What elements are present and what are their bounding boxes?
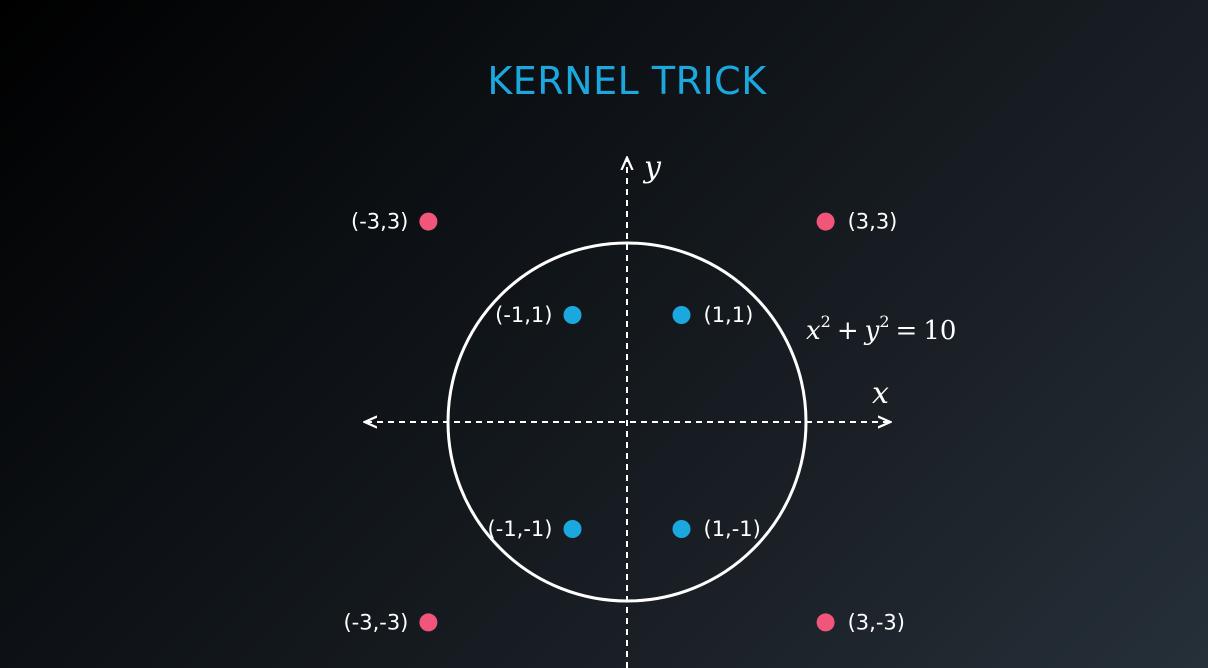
equation-exponent-1: 2 [821, 312, 831, 331]
svg-text:x2+y2=10: x2 + y2 = 10 [806, 312, 956, 346]
circle-equation: x2 + y2 = 10 [806, 312, 956, 346]
outer-point-1 [419, 212, 438, 231]
inner-point-4 [672, 520, 691, 538]
inner-point-label-3: (-1,-1) [488, 517, 553, 541]
equation-y: y [864, 316, 880, 346]
inner-point-label-1: (-1,1) [495, 303, 552, 327]
outer-point-label-1: (-3,3) [351, 210, 408, 234]
equation-plus: + [837, 316, 859, 346]
inner-point-3 [563, 520, 582, 538]
inner-point-2 [672, 306, 691, 324]
outer-point-label-3: (-3,-3) [343, 610, 408, 634]
outer-point-label-2: (3,3) [848, 210, 898, 234]
inner-point-label-2: (1,1) [704, 303, 754, 327]
equation-equals: = [896, 316, 918, 346]
outer-point-2 [816, 212, 835, 231]
decision-boundary-circle [446, 241, 808, 603]
slide-title: KERNEL TRICK [487, 59, 767, 103]
outer-point-3 [419, 613, 438, 632]
inner-point-label-4: (1,-1) [704, 517, 761, 541]
equation-exponent-2: 2 [879, 312, 889, 331]
inner-point-1 [563, 306, 582, 324]
x-axis-label: x [872, 376, 889, 411]
y-axis-label: y [642, 150, 662, 185]
outer-point-label-4: (3,-3) [848, 610, 905, 634]
equation-x: x [806, 316, 821, 346]
equation-rhs: 10 [923, 316, 956, 346]
points-layer: (-1,1) (1,1) (-1,-1) (1,-1) (-3,3) (3,3) (-3,-… [343, 210, 905, 635]
outer-point-4 [816, 613, 835, 632]
